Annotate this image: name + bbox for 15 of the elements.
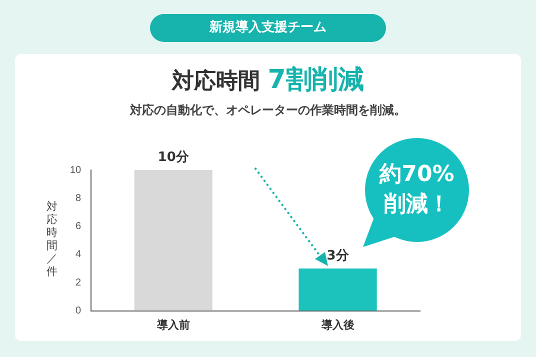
annotation: 約70%削減！ — [378, 161, 456, 219]
chart-subtitle: 対応の自動化で、オペレーターの作業時間を削減。 — [128, 102, 407, 119]
x-tick-label: 導入前 — [156, 318, 190, 332]
y-tick-label: 2 — [76, 277, 82, 288]
data-label: 3分 — [326, 248, 350, 264]
y-tick-label: 10 — [70, 164, 82, 176]
y-tick-label: 4 — [76, 249, 82, 260]
chart-title: 対応時間 7割削減 — [170, 64, 365, 97]
y-tick-label: 6 — [76, 221, 82, 232]
data-label: 10分 — [158, 150, 190, 165]
x-tick-label: 導入後 — [320, 318, 354, 332]
y-tick-label: 0 — [76, 306, 82, 317]
text: 新規導入支援チーム — [150, 14, 386, 42]
y-axis-title: 対応時間／件 — [46, 200, 58, 278]
y-tick-label: 8 — [76, 192, 82, 204]
